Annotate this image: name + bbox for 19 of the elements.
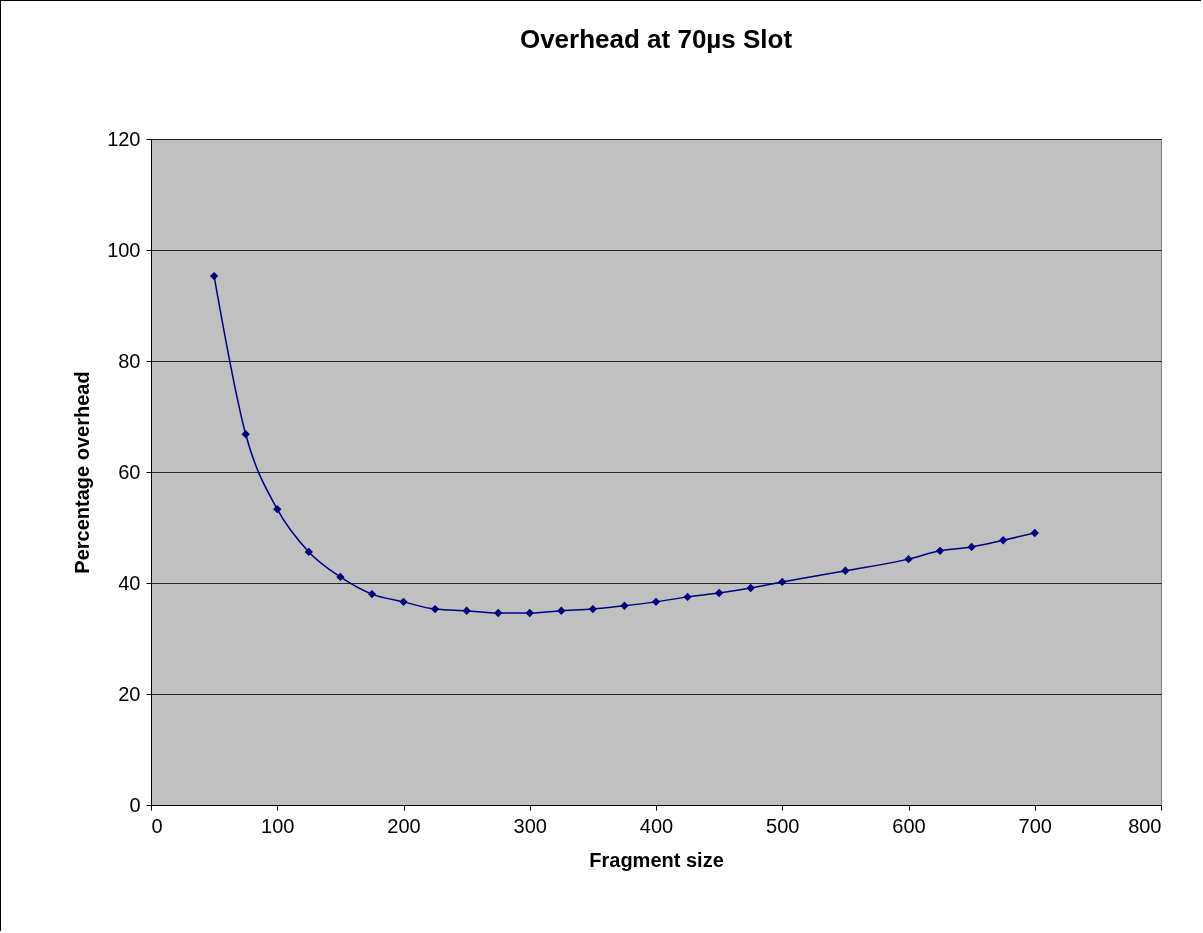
x-tick-label: 500: [766, 814, 800, 837]
x-tick-label: 600: [892, 814, 926, 837]
x-tick-label: 100: [261, 814, 295, 837]
y-axis-title: Percentage overhead: [71, 371, 94, 574]
y-tick-label: 0: [129, 793, 141, 816]
y-tick-label: 20: [118, 682, 141, 705]
y-tick-label: 100: [107, 238, 141, 261]
y-tick-label: 80: [118, 349, 141, 372]
x-tick-label: 700: [1018, 814, 1052, 837]
x-axis-title: Fragment size: [589, 848, 724, 871]
y-tick-label: 40: [118, 571, 141, 594]
chart-title: Overhead at 70µs Slot: [519, 24, 793, 54]
x-tick-label: 0: [151, 814, 163, 837]
y-tick-label: 60: [118, 460, 141, 483]
x-tick-label: 800: [1128, 814, 1162, 837]
y-tick-label: 120: [107, 127, 141, 150]
x-tick-label: 400: [639, 814, 674, 837]
x-tick-label: 200: [387, 814, 421, 837]
x-tick-label: 300: [513, 814, 547, 837]
